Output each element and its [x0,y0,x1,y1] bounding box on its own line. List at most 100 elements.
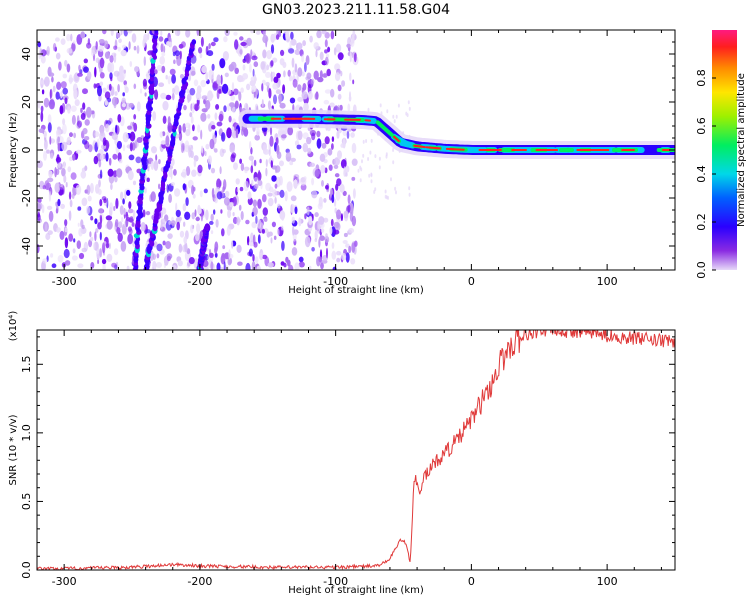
noise-blob [204,151,207,156]
noise-blob [210,213,214,221]
noise-blob [93,242,96,251]
noise-blob [252,68,255,78]
noise-blob [113,45,118,51]
noise-blob [352,188,356,199]
noise-blob [75,184,82,195]
noise-blob [325,233,328,239]
noise-blob [61,167,66,177]
noise-blob [374,187,377,192]
noise-blob [166,41,171,46]
noise-blob [301,71,305,77]
noise-blob [392,148,395,152]
noise-blob [127,208,134,214]
noise-blob [290,31,294,40]
noise-blob [71,255,78,261]
noise-blob [165,135,170,146]
noise-blob [253,159,257,167]
noise-blob [326,68,332,77]
noise-blob [200,36,204,47]
noise-blob [127,233,134,245]
noise-blob [221,132,226,142]
noise-blob [210,167,216,174]
noise-blob [173,169,177,176]
noise-blob [111,96,118,106]
noise-blob [178,216,182,221]
noise-blob [102,30,107,35]
noise-blob [235,128,239,139]
noise-blob [408,192,411,197]
noise-blob [37,203,42,213]
noise-blob [257,219,262,229]
noise-blob [289,40,292,49]
noise-blob [394,186,397,191]
noise-blob [324,89,332,94]
noise-blob [73,132,76,139]
noise-blob [98,39,105,44]
noise-blob [162,100,169,111]
noise-blob [93,83,97,89]
noise-blob [77,206,82,211]
track-blob [191,39,197,45]
noise-blob [56,227,61,233]
noise-blob [319,235,325,241]
noise-blob [231,106,236,114]
noise-blob [168,220,172,225]
noise-blob [307,147,312,154]
noise-blob [109,55,114,63]
noise-blob [407,100,410,105]
noise-blob [337,52,344,61]
noise-blob [87,71,92,80]
noise-blob [97,259,100,265]
noise-blob [182,183,186,191]
noise-blob [211,124,216,130]
noise-blob [341,252,347,261]
noise-blob [236,216,241,226]
noise-blob [213,37,219,43]
noise-blob [351,176,356,181]
noise-blob [220,209,223,214]
noise-blob [302,142,308,153]
noise-blob [331,250,337,260]
noise-blob [361,159,363,164]
noise-blob [350,132,355,138]
noise-blob [128,201,132,210]
noise-blob [102,262,106,270]
noise-blob [127,125,132,130]
noise-blob [263,217,268,222]
noise-blob [306,136,312,145]
noise-blob [349,91,351,100]
ridge-segment [413,144,426,149]
noise-blob [235,178,240,185]
noise-blob [66,33,71,42]
noise-blob [304,213,307,220]
noise-blob [228,223,235,230]
noise-blob [345,243,350,248]
noise-blob [208,155,212,165]
chart-title: GN03.2023.211.11.58.G04 [262,2,450,18]
noise-blob [378,165,381,170]
noise-blob [255,30,261,35]
noise-blob [55,37,60,42]
noise-blob [239,49,243,55]
noise-blob [161,51,166,57]
noise-blob [120,30,123,36]
noise-blob [198,47,203,54]
noise-blob [188,257,195,265]
noise-blob [333,229,340,235]
noise-blob [68,191,72,200]
noise-blob [261,99,264,107]
noise-blob [179,50,182,60]
noise-blob [86,184,91,195]
noise-blob [275,34,280,40]
noise-blob [191,185,195,195]
noise-blob [123,80,127,86]
noise-blob [146,177,150,183]
ridge-segment [403,141,416,149]
noise-blob [166,184,170,193]
x-tick-label: 0 [468,575,475,588]
noise-blob [155,262,162,268]
noise-blob [50,253,54,258]
noise-blob [98,207,104,214]
noise-blob [178,124,182,134]
noise-blob [326,247,328,259]
